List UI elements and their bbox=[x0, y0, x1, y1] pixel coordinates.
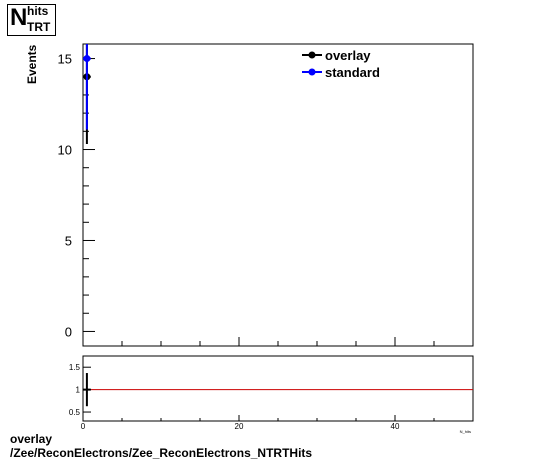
y-tick-label: 5 bbox=[65, 233, 72, 248]
ratio-x-tick-label: 0 bbox=[81, 422, 86, 431]
legend-marker bbox=[308, 68, 316, 76]
legend-label: standard bbox=[325, 65, 380, 80]
main-plot-frame bbox=[82, 43, 474, 347]
ratio-x-tick-label: 40 bbox=[391, 422, 400, 431]
footer-line-1: overlay bbox=[10, 432, 53, 446]
data-point bbox=[83, 55, 91, 63]
histogram-title-box: N hits TRT bbox=[7, 4, 56, 36]
title-subscript: TRT bbox=[27, 20, 51, 34]
y-tick-label: 0 bbox=[65, 324, 72, 339]
ratio-y-tick-label: 1.5 bbox=[69, 363, 81, 372]
ratio-x-axis-label: N_hits bbox=[460, 429, 471, 434]
ratio-y-tick-label: 1 bbox=[76, 386, 81, 395]
title-main: N bbox=[10, 4, 28, 31]
y-tick-label: 15 bbox=[58, 52, 72, 67]
ratio-plot-frame bbox=[82, 355, 474, 422]
y-tick-label: 10 bbox=[58, 143, 72, 158]
footer-path: /Zee/ReconElectrons/Zee_ReconElectrons_N… bbox=[10, 446, 313, 460]
y-axis-label: Events bbox=[25, 44, 39, 84]
title-superscript: hits bbox=[27, 4, 49, 18]
legend-label: overlay bbox=[325, 48, 371, 63]
legend-marker bbox=[308, 51, 316, 59]
ratio-y-tick-label: 0.5 bbox=[69, 408, 81, 417]
ratio-x-tick-label: 20 bbox=[235, 422, 244, 431]
